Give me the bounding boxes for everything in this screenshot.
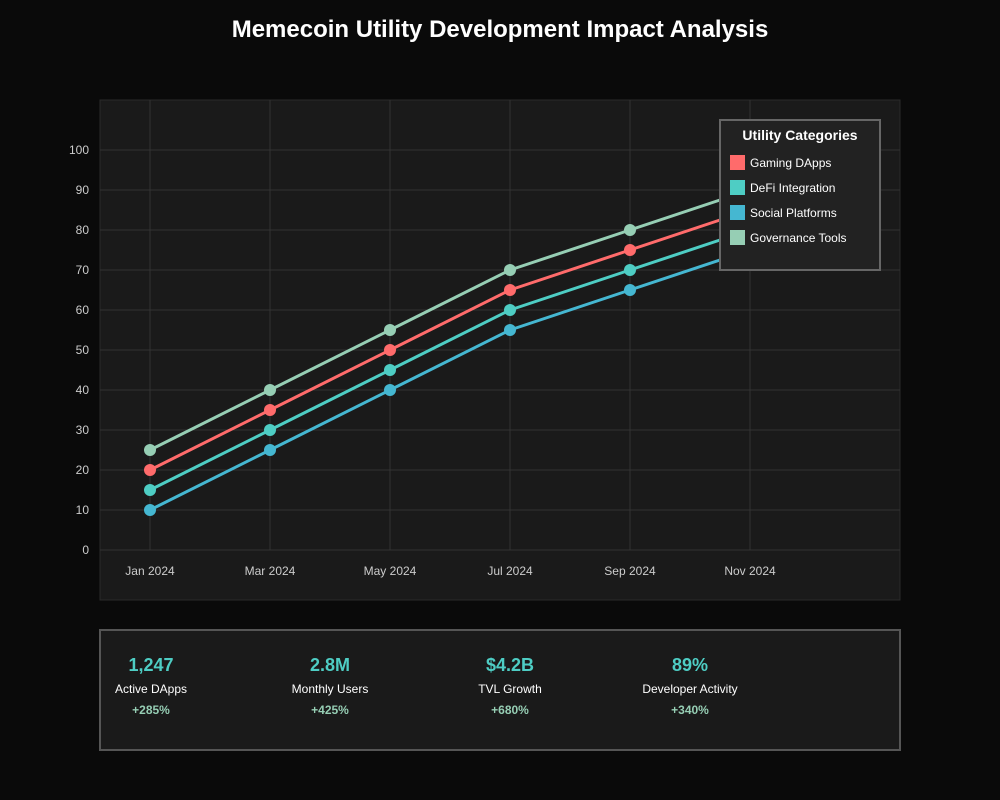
legend-label: Social Platforms <box>750 206 837 220</box>
stat-value: $4.2B <box>485 655 535 675</box>
data-point <box>264 424 276 436</box>
data-point <box>504 324 516 336</box>
data-point <box>624 224 636 236</box>
stat-label: Active DApps <box>114 682 188 696</box>
stat-label: Monthly Users <box>291 682 369 696</box>
data-point <box>504 264 516 276</box>
series-line <box>149 248 751 512</box>
stat-label: TVL Growth <box>478 682 542 696</box>
data-point <box>144 464 156 476</box>
x-tick-label: Jul 2024 <box>487 564 533 578</box>
stat-change: +340% <box>671 703 709 717</box>
legend: Utility Categories Gaming DApps DeFi Inte… <box>719 119 881 271</box>
line-chart: 0 10 20 30 40 50 60 70 80 90 100 Jan 2024 Mar 2024 Ma… <box>69 99 901 601</box>
legend-title: Utility Categories <box>742 127 857 143</box>
series-line <box>149 188 751 452</box>
y-tick-label: 70 <box>76 263 90 277</box>
legend-box <box>719 119 881 271</box>
y-tick-label: 40 <box>76 383 90 397</box>
data-point <box>264 444 276 456</box>
data-point <box>144 484 156 496</box>
legend-swatch <box>730 205 745 220</box>
data-point <box>624 264 636 276</box>
data-point <box>624 244 636 256</box>
data-point <box>264 384 276 396</box>
stat-change: +425% <box>311 703 349 717</box>
legend-swatch <box>730 180 745 195</box>
x-tick-label: Jan 2024 <box>125 564 175 578</box>
data-point <box>144 504 156 516</box>
data-point <box>624 284 636 296</box>
legend-label: Gaming DApps <box>750 156 831 170</box>
stat-change: +680% <box>491 703 529 717</box>
stat-card-developer-activity: 89% Developer Activity +340% <box>600 653 780 717</box>
x-tick-label: Nov 2024 <box>724 564 776 578</box>
legend-label: DeFi Integration <box>750 181 835 195</box>
y-tick-label: 30 <box>76 423 90 437</box>
stat-card-tvl-growth: $4.2B TVL Growth +680% <box>420 653 600 717</box>
x-tick-label: Sep 2024 <box>604 564 656 578</box>
stat-value: 2.8M <box>309 655 351 675</box>
legend-label: Governance Tools <box>750 231 847 245</box>
chart-title: Memecoin Utility Development Impact Anal… <box>231 16 769 43</box>
stat-value: 89% <box>671 655 709 675</box>
data-point <box>384 344 396 356</box>
data-point <box>504 304 516 316</box>
stat-label: Developer Activity <box>642 682 738 696</box>
data-point <box>144 444 156 456</box>
y-tick-label: 80 <box>76 223 90 237</box>
y-tick-label: 90 <box>76 183 90 197</box>
y-tick-label: 100 <box>69 143 89 157</box>
data-point <box>384 384 396 396</box>
x-tick-label: Mar 2024 <box>245 564 296 578</box>
axis-labels: 0 10 20 30 40 50 60 70 80 90 100 Jan 2024 Mar 2024 Ma… <box>69 143 776 578</box>
series-line <box>149 228 751 492</box>
data-point <box>264 404 276 416</box>
data-point <box>384 364 396 376</box>
series-line <box>149 208 751 472</box>
y-tick-label: 0 <box>82 543 89 557</box>
legend-swatch <box>730 230 745 245</box>
y-tick-label: 10 <box>76 503 90 517</box>
stat-card-monthly-users: 2.8M Monthly Users +425% <box>240 653 420 717</box>
x-tick-label: May 2024 <box>364 564 417 578</box>
y-tick-label: 60 <box>76 303 90 317</box>
legend-swatch <box>730 155 745 170</box>
y-tick-label: 20 <box>76 463 90 477</box>
data-point <box>504 284 516 296</box>
data-point <box>384 324 396 336</box>
y-tick-label: 50 <box>76 343 90 357</box>
stat-change: +285% <box>132 703 170 717</box>
stat-card-active-dapps: 1,247 Active DApps +285% <box>61 653 241 717</box>
stat-value: 1,247 <box>128 655 174 675</box>
stats-panel: 1,247 Active DApps +285% 2.8M Monthly Us… <box>99 629 901 751</box>
